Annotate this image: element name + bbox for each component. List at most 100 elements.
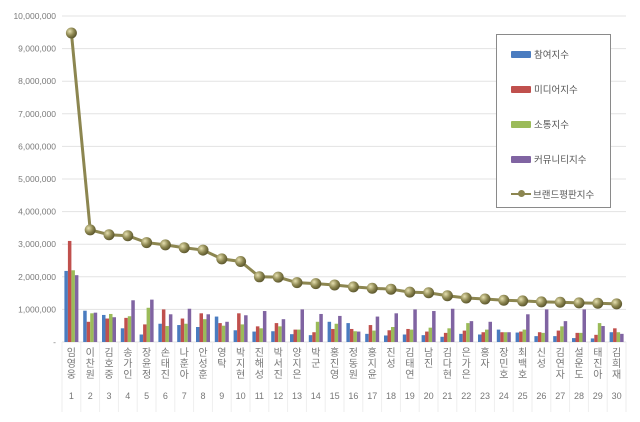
bar <box>233 330 238 342</box>
x-category-label: 다 <box>443 358 452 370</box>
bar <box>237 313 241 342</box>
x-category-label: 성 <box>198 358 207 370</box>
bar <box>443 332 448 342</box>
bar <box>218 323 222 342</box>
bar <box>199 313 203 342</box>
x-category-label: 은 <box>462 347 471 359</box>
bar <box>391 327 395 342</box>
x-rank-label: 8 <box>200 391 205 401</box>
x-category-label: 웅 <box>67 369 76 381</box>
bar <box>537 332 542 342</box>
line-marker-icon <box>159 239 171 251</box>
bar <box>293 329 297 342</box>
x-axis: 임영웅1이찬원2김호중3송가인4장윤정5손태진6나훈아7안성훈8영탁9박지현10… <box>61 342 627 412</box>
x-category-label: 호 <box>518 369 527 381</box>
x-rank-label: 24 <box>499 391 509 401</box>
x-category-label: 김 <box>612 347 621 359</box>
bar <box>601 326 605 342</box>
x-category-label: 은 <box>462 369 471 381</box>
x-rank-label: 19 <box>405 391 415 401</box>
x-category-label: 진 <box>274 369 283 381</box>
bar <box>90 313 94 342</box>
bar <box>409 329 414 342</box>
x-category-label: 성 <box>537 358 546 370</box>
bar <box>203 319 207 342</box>
line-marker-icon <box>423 287 435 299</box>
x-category-label: 태 <box>405 358 414 370</box>
x-category-label: 자 <box>556 369 565 381</box>
x-rank-label: 21 <box>442 391 452 401</box>
legend-swatch-purple-icon <box>511 155 531 163</box>
bar <box>102 314 106 342</box>
line-marker-icon <box>517 295 529 307</box>
x-category-label: 자 <box>480 358 489 370</box>
y-tick-label: 3,000,000 <box>18 239 56 249</box>
legend-label: 참여지수 <box>534 50 569 61</box>
bar <box>481 332 485 342</box>
x-rank-label: 27 <box>555 391 565 401</box>
x-category-label: 송 <box>123 347 132 359</box>
x-rank-label: 29 <box>593 391 603 401</box>
x-rank-label: 25 <box>518 391 528 401</box>
line-marker-icon <box>385 283 397 295</box>
bar <box>496 329 501 342</box>
bar <box>331 328 335 342</box>
bar <box>620 333 624 342</box>
x-category-label: 현 <box>236 369 245 381</box>
legend-swatch-blue-icon <box>511 50 531 58</box>
x-category-label: 군 <box>311 358 320 370</box>
y-axis: - 1,000,000 2,000,000 3,000,000 4,000,000 5,0… <box>13 11 56 347</box>
x-category-label: 박 <box>311 347 320 359</box>
y-tick-label: 6,000,000 <box>18 141 56 151</box>
x-rank-label: 3 <box>106 391 111 401</box>
x-category-label: 아 <box>180 369 189 381</box>
legend: 참여지수 미디어지수 소통지수 커뮤니티지수 브랜드평판지수 <box>496 34 611 208</box>
bar <box>109 313 113 342</box>
line-marker-icon <box>347 281 359 293</box>
x-category-label: 동 <box>349 358 358 370</box>
bar <box>590 338 595 342</box>
x-rank-label: 30 <box>612 391 622 401</box>
line-marker-icon <box>216 253 228 265</box>
x-category-label: 인 <box>123 369 132 381</box>
y-tick-label: 10,000,000 <box>13 11 56 21</box>
x-category-label: 태 <box>161 358 170 370</box>
y-tick-label: 1,000,000 <box>18 304 56 314</box>
line-marker-icon <box>441 290 453 302</box>
line-marker-icon <box>460 292 472 304</box>
x-category-label: 안 <box>198 347 207 359</box>
x-category-label: 가 <box>123 358 132 370</box>
bar <box>74 275 79 342</box>
bar <box>515 332 520 342</box>
bar <box>143 324 147 342</box>
legend-item-participation: 참여지수 <box>511 47 569 61</box>
bar <box>120 328 125 342</box>
x-category-label: 민 <box>499 358 508 370</box>
bar <box>187 308 192 342</box>
x-category-label: 진 <box>386 347 395 359</box>
x-category-label: 영 <box>67 358 76 370</box>
legend-label: 소통지수 <box>534 120 569 131</box>
bar <box>158 323 162 342</box>
bar <box>281 319 286 342</box>
bar <box>413 309 417 342</box>
bar <box>425 331 429 342</box>
x-rank-label: 16 <box>348 391 358 401</box>
x-category-label: 지 <box>236 358 245 370</box>
bar <box>93 312 98 342</box>
x-rank-label: 22 <box>461 391 471 401</box>
x-category-label: 영 <box>330 369 339 381</box>
bar <box>262 311 267 342</box>
x-category-label: 장 <box>499 347 508 359</box>
bar <box>131 300 135 342</box>
x-category-label: 남 <box>424 347 433 359</box>
bar <box>594 334 598 342</box>
x-category-label: 홍 <box>330 346 339 359</box>
x-category-label: 운 <box>574 358 583 370</box>
x-rank-label: 4 <box>125 391 130 401</box>
bar <box>428 327 433 342</box>
bar <box>274 323 279 342</box>
x-category-label: 윤 <box>142 358 151 370</box>
x-category-label: 연 <box>556 358 565 370</box>
bar <box>327 321 332 342</box>
